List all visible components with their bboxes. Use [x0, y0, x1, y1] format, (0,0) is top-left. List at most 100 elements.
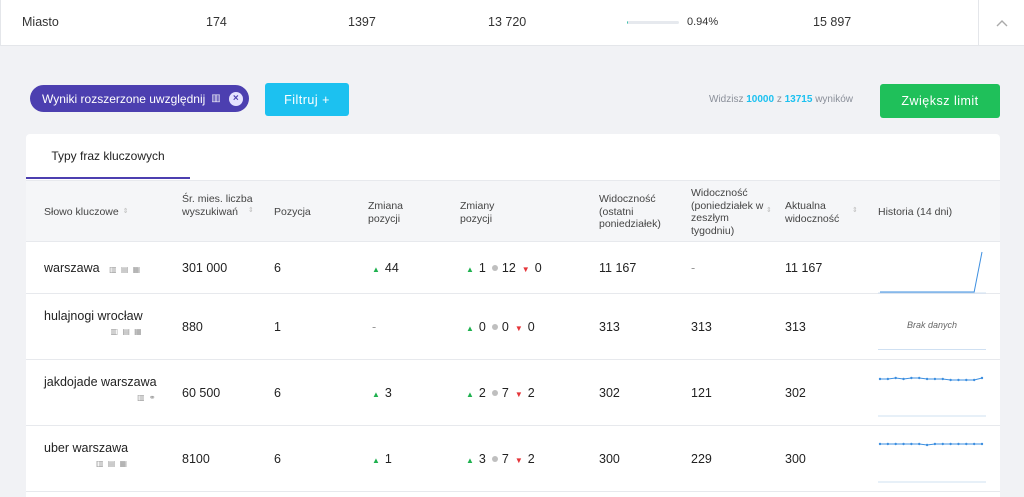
summary-name: Miasto	[22, 15, 59, 29]
results-total: 13715	[784, 94, 813, 105]
results-mid: z	[776, 94, 782, 105]
arrow-down-icon: ▼	[514, 390, 523, 399]
sparkline-point	[894, 442, 897, 446]
arrow-up-icon: ▲	[466, 456, 474, 465]
filter-chip-label: Wyniki rozszerzone uwzględnij	[42, 91, 206, 106]
dot-icon	[491, 265, 498, 271]
sparkline-point	[949, 378, 952, 382]
tab-keyword-types[interactable]: Typy fraz kluczowych	[26, 134, 190, 179]
history-sparkline	[878, 376, 986, 417]
sparkline-point	[902, 442, 905, 446]
arrow-up-icon: ▲	[466, 265, 474, 274]
dot-icon	[491, 324, 498, 330]
visibility-prev-cell: 313	[691, 320, 712, 334]
keyword-cell[interactable]: jakdojade warszawa ▥ ⚭	[44, 375, 157, 402]
sparkline-point	[941, 377, 944, 381]
table-row[interactable]: jakdojade warszawa ▥ ⚭ 60 500 6 ▲ 3 ▲ 2 7 ▼ 2…	[26, 360, 1000, 426]
keyword-cell[interactable]: hulajnogi wrocław ▥ ▤ ▦	[44, 309, 143, 336]
col-volume[interactable]: Śr. mies. liczba wyszukiwań	[182, 193, 254, 218]
sort-icon: ⇕	[248, 207, 254, 214]
results-prefix: Widzisz	[709, 94, 744, 105]
position-change-value: 44	[384, 261, 399, 275]
col-visibility-current[interactable]: Aktualna widoczność	[785, 200, 847, 225]
changes-down-count: 2	[527, 386, 535, 400]
position-change-value: -	[372, 320, 377, 334]
changes-same-count: 7	[501, 386, 509, 400]
filter-chip[interactable]: Wyniki rozszerzone uwzględnij ▥ ×	[30, 85, 249, 112]
sparkline-point	[972, 378, 976, 382]
position-change-cell: -	[372, 320, 376, 334]
col-position-changes[interactable]: Zmiany pozycji	[460, 200, 510, 225]
summary-row: Miasto 174 1397 13 720 0.94% 15 897	[0, 0, 1024, 46]
sparkline-point	[878, 377, 882, 381]
position-change-value: 1	[384, 452, 392, 466]
dot-icon	[491, 456, 498, 462]
sparkline-point	[957, 442, 960, 446]
position-cell: 6	[274, 452, 281, 466]
sparkline-point	[933, 377, 937, 381]
col-visibility-prev[interactable]: Widoczność (poniedziałek w zeszłym tygod…	[691, 187, 771, 237]
keyword-cell[interactable]: uber warszawa ▥ ▤ ▦	[44, 441, 128, 468]
results-shown: 10000	[746, 94, 775, 105]
keyword-text: hulajnogi wrocław	[44, 309, 143, 323]
sparkline-point	[910, 442, 913, 446]
keyword-text: uber warszawa	[44, 441, 129, 455]
position-change-value: 3	[384, 386, 392, 400]
col-position-change[interactable]: Zmiana pozycji	[368, 200, 418, 225]
col-keyword[interactable]: Słowo kluczowe ⇕	[44, 206, 129, 219]
visibility-prev-cell: -	[691, 261, 696, 275]
volume-cell: 8100	[182, 452, 210, 466]
building-icon: ▥	[211, 93, 221, 104]
dot-icon	[491, 390, 498, 396]
table-row[interactable]: hulajnogi wrocław ▥ ▤ ▦ 880 1 - ▲ 0 0 ▼ 0 31…	[26, 294, 1000, 360]
visibility-prev-cell: 121	[691, 386, 712, 400]
sparkline-point	[918, 442, 921, 446]
keywords-card: Typy fraz kluczowych Słowo kluczowe ⇕ Śr.…	[26, 134, 1000, 497]
filter-button[interactable]: Filtruj +	[265, 83, 349, 116]
arrow-up-icon: ▲	[466, 390, 474, 399]
position-cell: 1	[274, 320, 281, 334]
sparkline-point	[894, 376, 897, 380]
changes-down-count: 2	[527, 452, 535, 466]
serp-feature-icons: ▥ ⚭	[137, 393, 157, 402]
position-changes-cell: ▲ 3 7 ▼ 2	[466, 452, 535, 466]
sparkline-point	[980, 376, 984, 380]
history-sparkline	[878, 251, 986, 294]
visibility-last-cell: 313	[599, 320, 620, 334]
table-row[interactable]: uber warszawa ▥ ▤ ▦ 8100 6 ▲ 1 ▲ 3 7 ▼ 2 300 …	[26, 426, 1000, 492]
changes-up-count: 0	[478, 320, 486, 334]
table-row[interactable]: warszawa ▥ ▤ ▦ 301 000 6 ▲ 44 ▲ 1 12 ▼ 0 11 1…	[26, 242, 1000, 294]
col-position-change-label: Zmiana pozycji	[368, 200, 404, 225]
increase-limit-button[interactable]: Zwiększ limit	[880, 84, 1000, 118]
arrow-up-icon: ▲	[372, 456, 380, 465]
volume-cell: 60 500	[182, 386, 221, 400]
col-history-label: Historia (14 dni)	[878, 206, 953, 218]
serp-feature-icons: ▥ ▤ ▦	[109, 265, 142, 274]
summary-col1: 174	[206, 15, 227, 29]
sparkline-point	[902, 377, 905, 381]
sparkline-point	[925, 443, 929, 447]
keyword-cell[interactable]: warszawa ▥ ▤ ▦	[44, 261, 141, 275]
visibility-current-cell: 300	[785, 452, 806, 466]
chevron-up-icon	[996, 20, 1008, 27]
sparkline-point	[965, 442, 968, 446]
serp-feature-icons: ▥ ▤ ▦	[110, 327, 143, 336]
sparkline-point	[972, 442, 976, 446]
visibility-current-cell: 302	[785, 386, 806, 400]
sparkline-point	[925, 377, 929, 381]
col-visibility-last[interactable]: Widoczność (ostatni poniedziałek)	[599, 193, 674, 231]
close-icon[interactable]: ×	[228, 91, 243, 106]
sparkline-point	[980, 442, 984, 446]
sort-icon: ⇕	[122, 208, 129, 215]
position-change-cell: ▲ 44	[372, 261, 399, 275]
collapse-toggle[interactable]	[978, 0, 1024, 46]
visibility-last-cell: 11 167	[599, 261, 637, 275]
visibility-current-cell: 313	[785, 320, 806, 334]
changes-up-count: 2	[478, 386, 486, 400]
sparkline-point	[949, 442, 952, 446]
position-change-cell: ▲ 3	[372, 386, 392, 400]
position-changes-cell: ▲ 0 0 ▼ 0	[466, 320, 535, 334]
col-position[interactable]: Pozycja	[274, 206, 311, 219]
sparkline-line	[880, 443, 982, 446]
sparkline-line	[880, 377, 983, 381]
